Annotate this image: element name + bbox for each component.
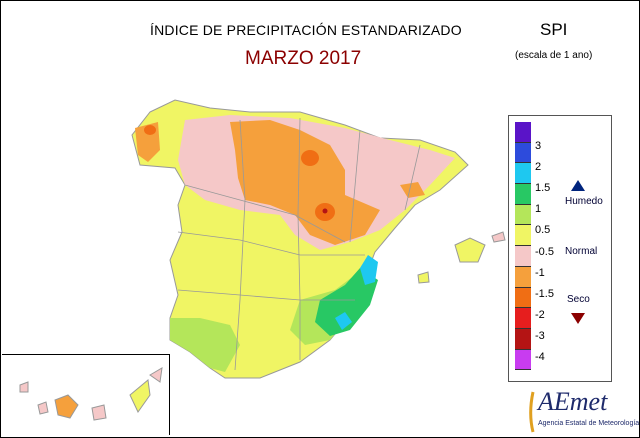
region-red-spot [322, 208, 328, 214]
legend-swatch [515, 266, 531, 288]
legend-tick: -4 [535, 351, 545, 363]
humedo-label: Humedo [565, 196, 603, 207]
region-orange-castilla [230, 120, 380, 245]
region-cyan-murcia [335, 312, 352, 330]
legend-swatch [515, 328, 531, 350]
legend-tick: 3 [535, 140, 542, 152]
seco-label: Seco [567, 294, 590, 305]
legend-tick: -1.5 [535, 288, 554, 300]
legend-tick: -3 [535, 330, 545, 342]
region-dark-orange-burgos [301, 150, 319, 166]
legend-tick: -1 [535, 267, 545, 279]
legend-color-bar [515, 122, 531, 371]
index-scale: (escala de 1 ano) [515, 50, 593, 61]
legend-tick: 2 [535, 161, 542, 173]
region-light-green-sw [170, 318, 240, 372]
legend-swatch [515, 184, 531, 205]
legend-swatch [515, 246, 531, 267]
map-title: ÍNDICE DE PRECIPITACIÓN ESTANDARIZADO [150, 22, 462, 38]
canary-inset-box [2, 354, 170, 435]
island-mallorca [454, 237, 486, 263]
index-name: SPI [540, 20, 568, 39]
seco-arrow-icon [571, 313, 585, 324]
canary-islands [19, 367, 163, 421]
region-cyan-valencia [360, 255, 378, 285]
legend: 3 2 1.5 1 0.5 -0.5 -1 -1.5 -2 -3 -4 Hume… [508, 115, 612, 382]
legend-swatch [515, 308, 531, 329]
legend-tick: 0.5 [535, 224, 551, 236]
legend-tick: 1 [535, 203, 542, 215]
legend-tick: -2 [535, 309, 545, 321]
normal-label: Normal [565, 246, 598, 257]
province-borders [177, 117, 421, 371]
legend-tick: 1.5 [535, 182, 551, 194]
legend-tick: -0.5 [535, 246, 554, 258]
region-dark-orange-galicia [144, 125, 156, 135]
humedo-arrow-icon [571, 180, 585, 191]
legend-swatch [515, 287, 531, 309]
aemet-logo-text: AEmet [538, 387, 608, 416]
aemet-logo [527, 386, 635, 434]
island-menorca [491, 231, 506, 243]
region-green-se [315, 268, 378, 336]
legend-swatch [515, 163, 531, 185]
legend-swatch [515, 204, 531, 226]
aemet-logo-tagline: Agencia Estatal de Meteorología [538, 420, 640, 427]
map-subtitle: MARZO 2017 [245, 48, 362, 69]
region-orange-catalonia [400, 182, 425, 198]
legend-swatch [515, 142, 531, 164]
island-ibiza [417, 271, 430, 284]
legend-swatch [515, 349, 531, 371]
legend-swatch [515, 225, 531, 247]
legend-swatch [515, 122, 531, 143]
